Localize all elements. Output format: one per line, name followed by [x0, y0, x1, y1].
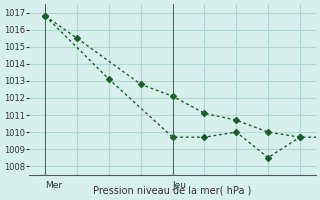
- Text: Mer: Mer: [45, 181, 62, 190]
- Text: Jeu: Jeu: [173, 181, 187, 190]
- X-axis label: Pression niveau de la mer( hPa ): Pression niveau de la mer( hPa ): [93, 186, 252, 196]
